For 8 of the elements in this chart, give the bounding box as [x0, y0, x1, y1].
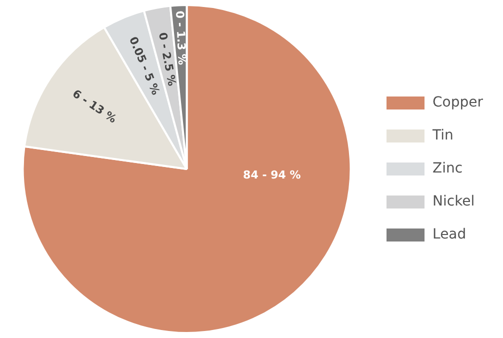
- text: 0 - 1.3 %: [172, 10, 189, 66]
- text: 84 - 94 %: [243, 168, 301, 182]
- legend-label: Nickel: [432, 194, 475, 210]
- legend-label: Zinc: [432, 160, 463, 177]
- text: 6 - 13 %: [70, 87, 119, 126]
- legend-label: Copper: [432, 94, 484, 111]
- legend-label: Tin: [432, 128, 454, 144]
- legend-label: Lead: [432, 226, 466, 243]
